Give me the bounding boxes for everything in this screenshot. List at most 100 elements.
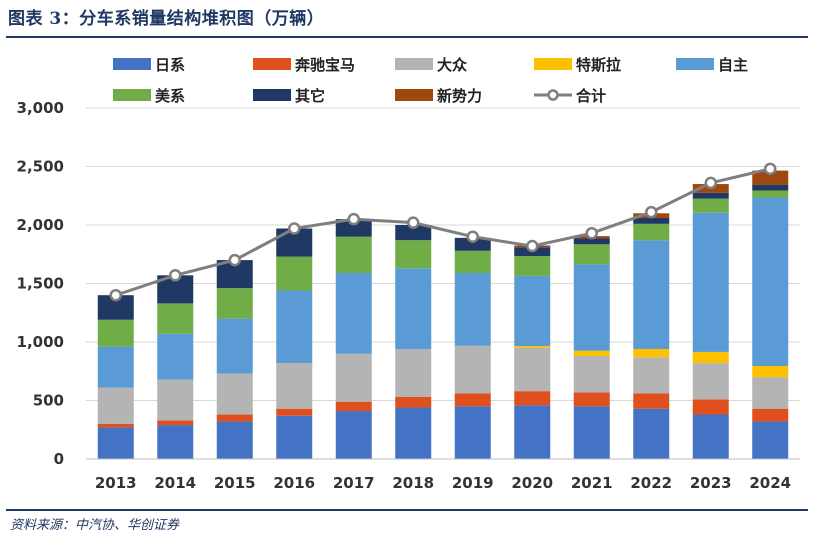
bar-stacks: [97, 170, 789, 459]
bar-segment: [573, 244, 610, 265]
bar-segment: [216, 318, 253, 374]
legend-swatch: [534, 58, 572, 70]
bar-segment: [752, 377, 789, 409]
bar-segment: [97, 423, 134, 428]
bar-segment: [216, 373, 253, 415]
bar-segment: [454, 406, 491, 459]
x-tick-label: 2018: [392, 474, 434, 492]
bar-segment: [692, 198, 729, 213]
bar-segment: [335, 219, 372, 237]
bar-segment: [692, 363, 729, 400]
bar-segment: [752, 190, 789, 198]
bar-segment: [276, 408, 313, 416]
bar-segment: [276, 363, 313, 409]
bar-segment: [752, 408, 789, 422]
legend-label: 美系: [155, 87, 185, 105]
bar-segment: [216, 414, 253, 422]
bar-segment: [752, 421, 789, 459]
legend-label: 自主: [718, 56, 748, 74]
legend-swatch: [113, 58, 151, 70]
bar-segment: [692, 414, 729, 459]
legend-swatch-marker: [547, 89, 559, 101]
x-tick-label: 2017: [333, 474, 375, 492]
legend-label: 奔驰宝马: [294, 56, 355, 74]
y-tick-label: 1,000: [17, 333, 64, 351]
bar-segment: [276, 415, 313, 459]
bar-segment: [157, 303, 194, 334]
bar-segment: [157, 420, 194, 426]
total-point: [228, 253, 241, 267]
bar-segment: [454, 272, 491, 346]
bar-segment: [395, 225, 432, 241]
bar-segment: [97, 387, 134, 424]
bottom-rule: [6, 509, 808, 511]
bar-segment: [752, 170, 789, 185]
bar-segment: [514, 405, 551, 459]
bar-segment: [514, 391, 551, 406]
bar-segment: [157, 379, 194, 421]
bar-segment: [157, 425, 194, 459]
total-point: [526, 239, 539, 253]
bar-segment: [514, 256, 551, 276]
bar-segment: [276, 290, 313, 364]
bar-segment: [97, 346, 134, 388]
bar-segment: [573, 406, 610, 459]
bar-segment: [633, 240, 670, 350]
legend-label: 日系: [155, 56, 185, 74]
bar-segment: [514, 275, 551, 347]
bar-segment: [157, 333, 194, 380]
bar-segment: [514, 346, 551, 348]
bar-segment: [335, 236, 372, 273]
total-point: [466, 230, 479, 243]
bar-segment: [335, 401, 372, 412]
y-tick-label: 1,500: [17, 275, 64, 293]
x-tick-label: 2024: [749, 474, 791, 492]
legend-label: 其它: [295, 87, 325, 105]
legend-swatch: [395, 58, 433, 70]
bar-segment: [573, 356, 610, 393]
bar-segment: [276, 256, 313, 291]
bar-segment: [692, 399, 729, 415]
bar-segment: [752, 197, 789, 366]
legend-label: 特斯拉: [576, 56, 621, 74]
bar-segment: [633, 357, 670, 394]
bar-segment: [395, 268, 432, 350]
legend-swatch: [676, 58, 714, 70]
bar-segment: [573, 350, 610, 357]
legend-swatch: [395, 89, 433, 101]
y-tick-label: 2,000: [17, 216, 64, 234]
x-tick-label: 2020: [511, 474, 553, 492]
axes: 0 500 1,000 1,500 2,000 2,500 3,000 2013 2014 201…: [17, 99, 800, 492]
total-line-series: [109, 162, 777, 302]
legend-swatch: [113, 89, 151, 101]
bar-segment: [633, 349, 670, 358]
y-tick-label: 500: [33, 392, 64, 410]
bar-segment: [752, 365, 789, 378]
bar-segment: [97, 427, 134, 459]
bar-segment: [633, 393, 670, 409]
bar-segment: [633, 223, 670, 241]
bar-segment: [573, 238, 610, 245]
bar-segment: [216, 288, 253, 319]
bar-segment: [216, 421, 253, 459]
top-rule: [6, 36, 808, 38]
y-tick-label: 3,000: [17, 99, 64, 117]
figure-title: 图表 3：分车系销量结构堆积图（万辆）: [8, 9, 325, 29]
bar-segment: [454, 393, 491, 407]
x-tick-label: 2013: [95, 474, 137, 492]
bar-segment: [633, 217, 670, 224]
total-point: [169, 269, 182, 282]
bar-segment: [633, 408, 670, 459]
total-point: [407, 216, 420, 229]
total-point: [704, 176, 717, 190]
total-point: [109, 288, 122, 302]
legend-swatch: [253, 58, 291, 70]
bar-segment: [692, 212, 729, 352]
bar-segment: [395, 396, 432, 408]
bar-segment: [514, 347, 551, 392]
x-tick-label: 2023: [690, 474, 732, 492]
bar-segment: [395, 407, 432, 459]
bar-segment: [692, 351, 729, 364]
x-tick-label: 2016: [273, 474, 315, 492]
bar-segment: [454, 237, 491, 251]
